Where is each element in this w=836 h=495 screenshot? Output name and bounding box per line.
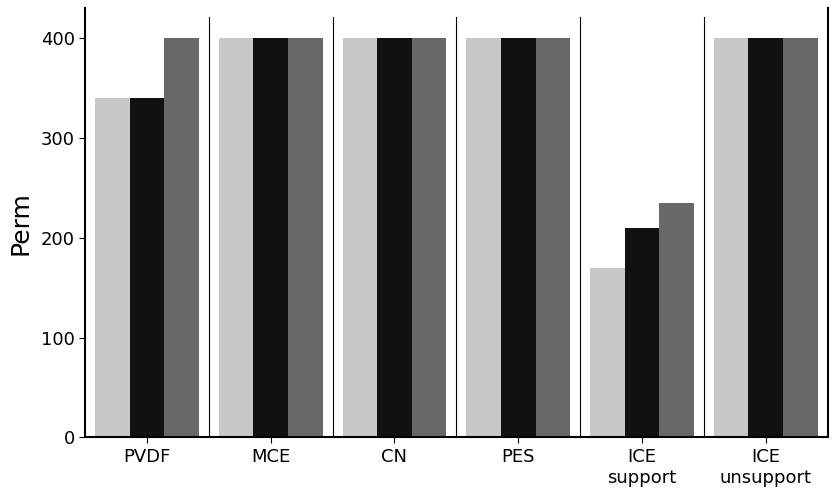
Bar	[377, 38, 412, 438]
Bar	[590, 268, 624, 438]
Bar	[253, 38, 288, 438]
Bar	[288, 38, 323, 438]
Bar	[783, 38, 818, 438]
Bar	[624, 228, 660, 438]
Bar	[165, 38, 199, 438]
Bar	[343, 38, 377, 438]
Bar	[660, 203, 694, 438]
Bar	[219, 38, 253, 438]
Bar	[95, 98, 130, 438]
Bar	[412, 38, 446, 438]
Bar	[466, 38, 501, 438]
Y-axis label: Perm: Perm	[8, 191, 33, 255]
Bar	[501, 38, 536, 438]
Bar	[536, 38, 570, 438]
Bar	[714, 38, 748, 438]
Bar	[748, 38, 783, 438]
Bar	[130, 98, 165, 438]
